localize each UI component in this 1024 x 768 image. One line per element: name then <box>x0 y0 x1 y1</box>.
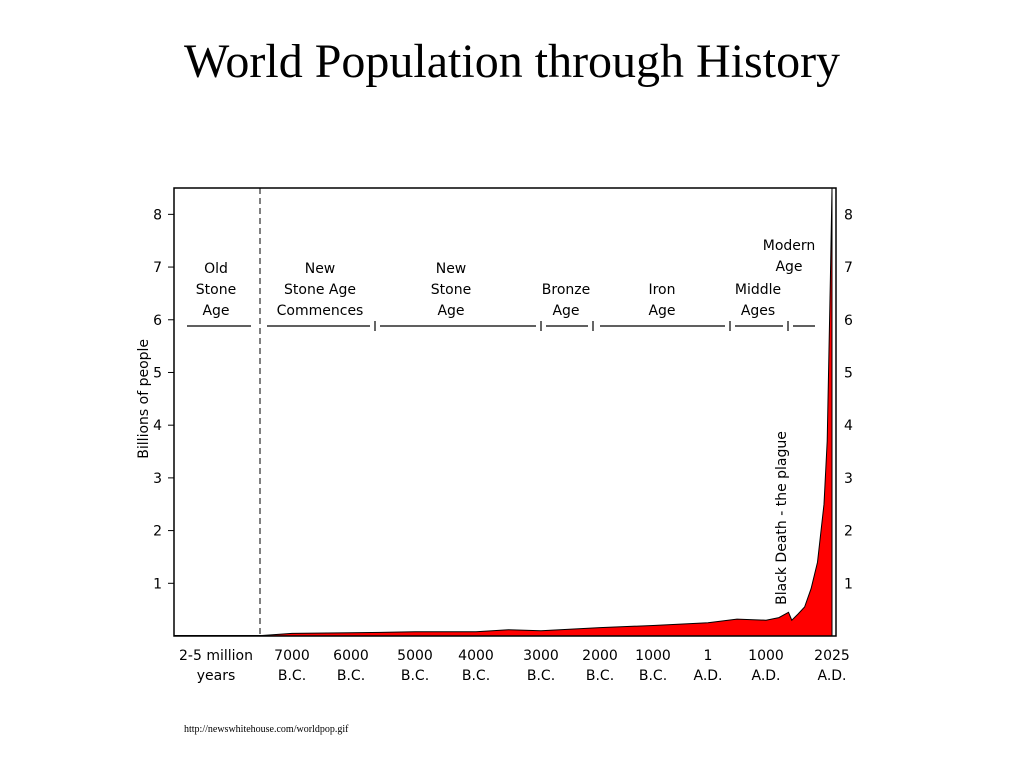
x-tick-label: 5000 <box>397 648 433 664</box>
y-tick-label-left: 2 <box>153 524 162 540</box>
y-tick-label-left: 7 <box>153 260 162 276</box>
x-tick-label: B.C. <box>337 668 365 684</box>
x-tick-label: B.C. <box>462 668 490 684</box>
source-url: http://newswhitehouse.com/worldpop.gif <box>184 724 349 735</box>
x-tick-label: 3000 <box>523 648 559 664</box>
era-label: Old <box>204 261 228 277</box>
era-label: Age <box>775 259 802 275</box>
era-label: Age <box>648 303 675 319</box>
y-tick-label-left: 8 <box>153 207 162 223</box>
x-tick-label: A.D. <box>693 668 722 684</box>
y-tick-label-left: 3 <box>153 471 162 487</box>
era-label: Age <box>202 303 229 319</box>
slide-title: World Population through History <box>183 35 841 88</box>
x-tick-label: B.C. <box>639 668 667 684</box>
x-tick-label: 4000 <box>458 648 494 664</box>
era-label: Iron <box>648 282 675 298</box>
x-tick-label: 2025 <box>814 648 850 664</box>
era-label: Age <box>552 303 579 319</box>
y-tick-label-right: 6 <box>844 313 853 329</box>
x-tick-label: 1000 <box>635 648 671 664</box>
era-label: New <box>436 261 467 277</box>
x-tick-label: A.D. <box>751 668 780 684</box>
black-death-annotation: Black Death - the plague <box>774 431 790 605</box>
x-tick-label: B.C. <box>527 668 555 684</box>
era-label: Modern <box>763 238 816 254</box>
x-tick-label: B.C. <box>586 668 614 684</box>
x-tick-label: 7000 <box>274 648 310 664</box>
era-label: Commences <box>277 303 364 319</box>
y-tick-label-right: 5 <box>844 365 853 381</box>
era-label: Stone <box>431 282 471 298</box>
y-tick-label-right: 3 <box>844 471 853 487</box>
y-tick-label-right: 8 <box>844 207 853 223</box>
x-tick-label: 1 <box>704 648 713 664</box>
era-label: Age <box>437 303 464 319</box>
x-tick-label: B.C. <box>278 668 306 684</box>
era-label: Stone Age <box>284 282 356 298</box>
era-label: Bronze <box>542 282 590 298</box>
population-area <box>173 187 833 637</box>
x-tick-label: 6000 <box>333 648 369 664</box>
y-tick-label-left: 6 <box>153 313 162 329</box>
era-label: Stone <box>196 282 236 298</box>
y-tick-label-left: 1 <box>153 576 162 592</box>
x-tick-label: 2-5 million <box>179 648 253 664</box>
plot-frame <box>173 187 837 637</box>
x-tick-label: B.C. <box>401 668 429 684</box>
y-tick-label-left: 5 <box>153 365 162 381</box>
y-tick-label-right: 2 <box>844 524 853 540</box>
era-label: Ages <box>741 303 775 319</box>
y-tick-label-right: 7 <box>844 260 853 276</box>
era-label: New <box>305 261 336 277</box>
x-tick-label: A.D. <box>817 668 846 684</box>
x-tick-label: 2000 <box>582 648 618 664</box>
x-tick-label: years <box>197 668 236 684</box>
y-tick-label-right: 1 <box>844 576 853 592</box>
y-tick-label-left: 4 <box>153 418 162 434</box>
x-tick-label: 1000 <box>748 648 784 664</box>
y-axis-label: Billions of people <box>136 339 152 459</box>
era-label: Middle <box>735 282 781 298</box>
y-tick-label-right: 4 <box>844 418 853 434</box>
